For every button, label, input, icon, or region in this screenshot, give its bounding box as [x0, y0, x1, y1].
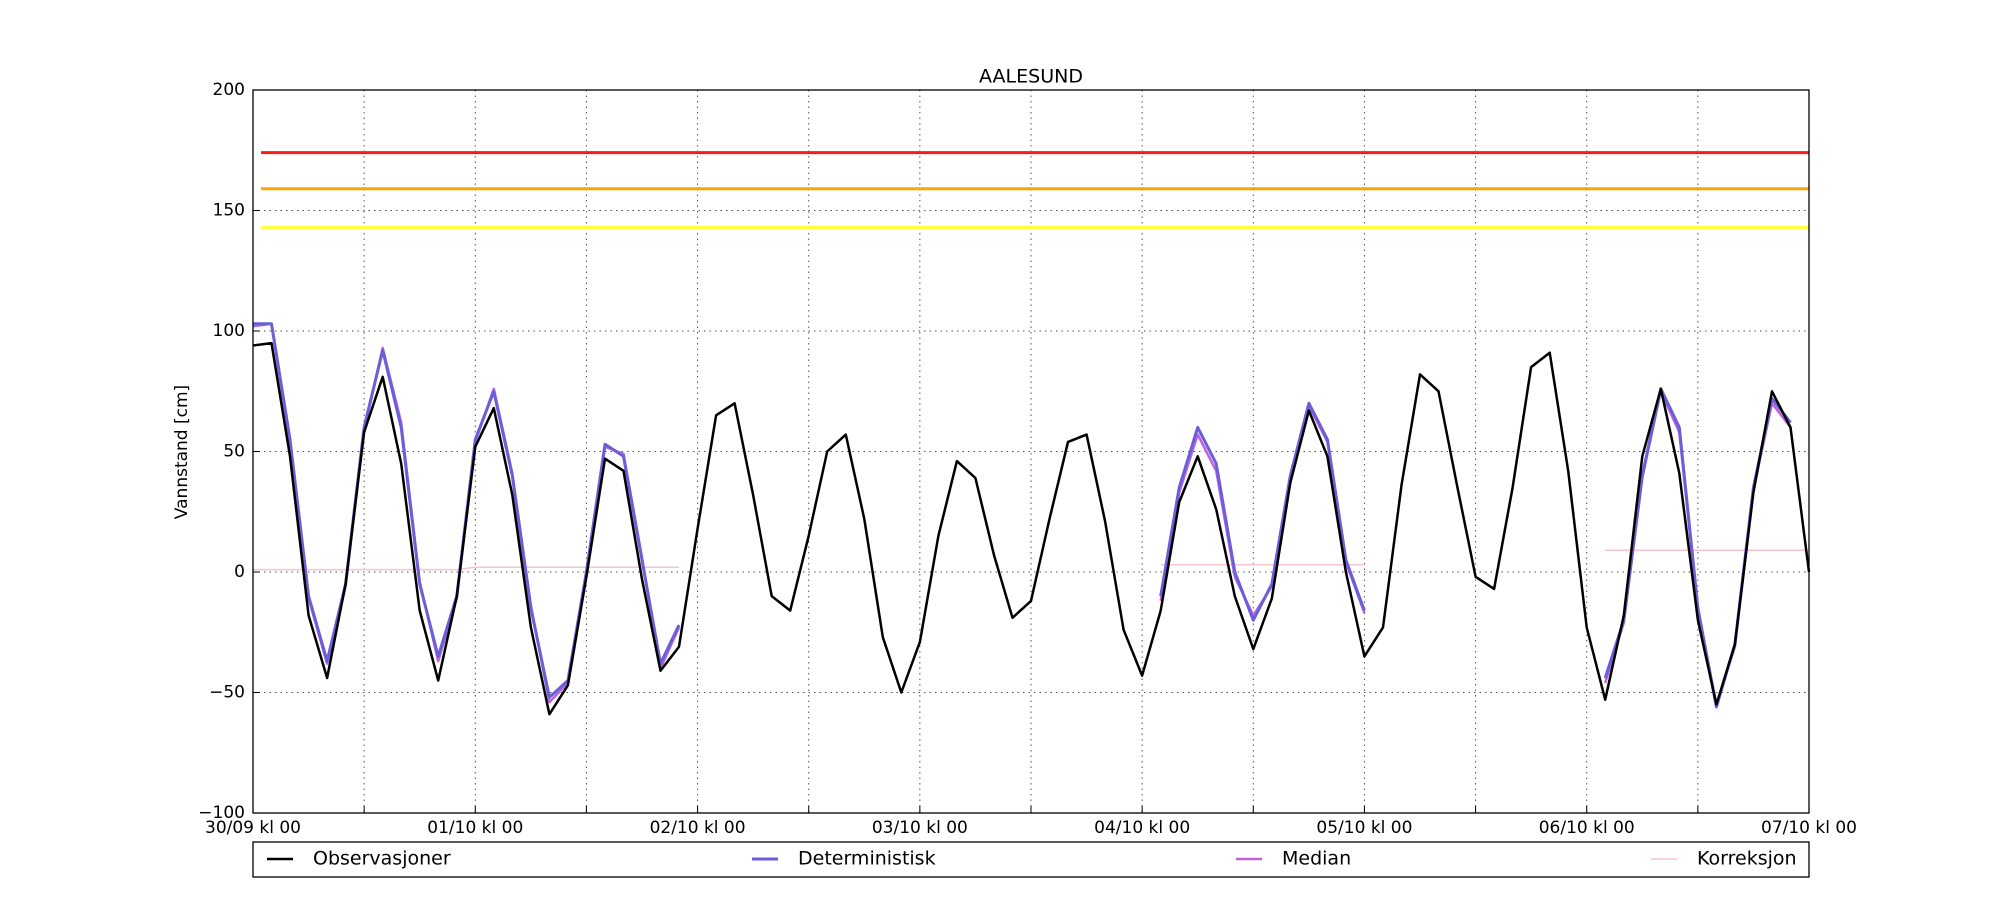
x-tick-label: 03/10 kl 00: [872, 818, 968, 838]
y-tick-label: 150: [213, 201, 245, 221]
series-line: [253, 322, 1792, 709]
series-line: [252, 322, 1792, 706]
series-line: [252, 341, 1811, 716]
legend-label: Observasjoner: [313, 848, 451, 870]
series-line: [253, 549, 1809, 571]
legend-label: Korreksjon: [1697, 848, 1797, 870]
legend-box: [252, 841, 1810, 878]
y-tick-label: 0: [234, 562, 245, 582]
x-tick-label: 30/09 kl 00: [205, 818, 301, 838]
legend-label: Median: [1282, 848, 1351, 870]
x-tick-label: 06/10 kl 00: [1539, 818, 1635, 838]
y-tick-label: −50: [209, 683, 245, 703]
chart-title: AALESUND: [979, 66, 1083, 88]
x-tick-label: 01/10 kl 00: [427, 818, 523, 838]
y-tick-label: 50: [223, 442, 245, 462]
x-tick-label: 02/10 kl 00: [650, 818, 746, 838]
plot-frame: [252, 89, 1810, 814]
y-tick-label: −100: [198, 803, 245, 823]
x-tick-label: 05/10 kl 00: [1316, 818, 1412, 838]
legend-label: Deterministisk: [798, 848, 936, 870]
y-axis-label: Vannstand [cm]: [172, 385, 192, 519]
x-tick-label: 07/10 kl 00: [1761, 818, 1857, 838]
y-tick-label: 100: [213, 321, 245, 341]
y-tick-label: 200: [213, 80, 245, 100]
x-tick-label: 04/10 kl 00: [1094, 818, 1190, 838]
